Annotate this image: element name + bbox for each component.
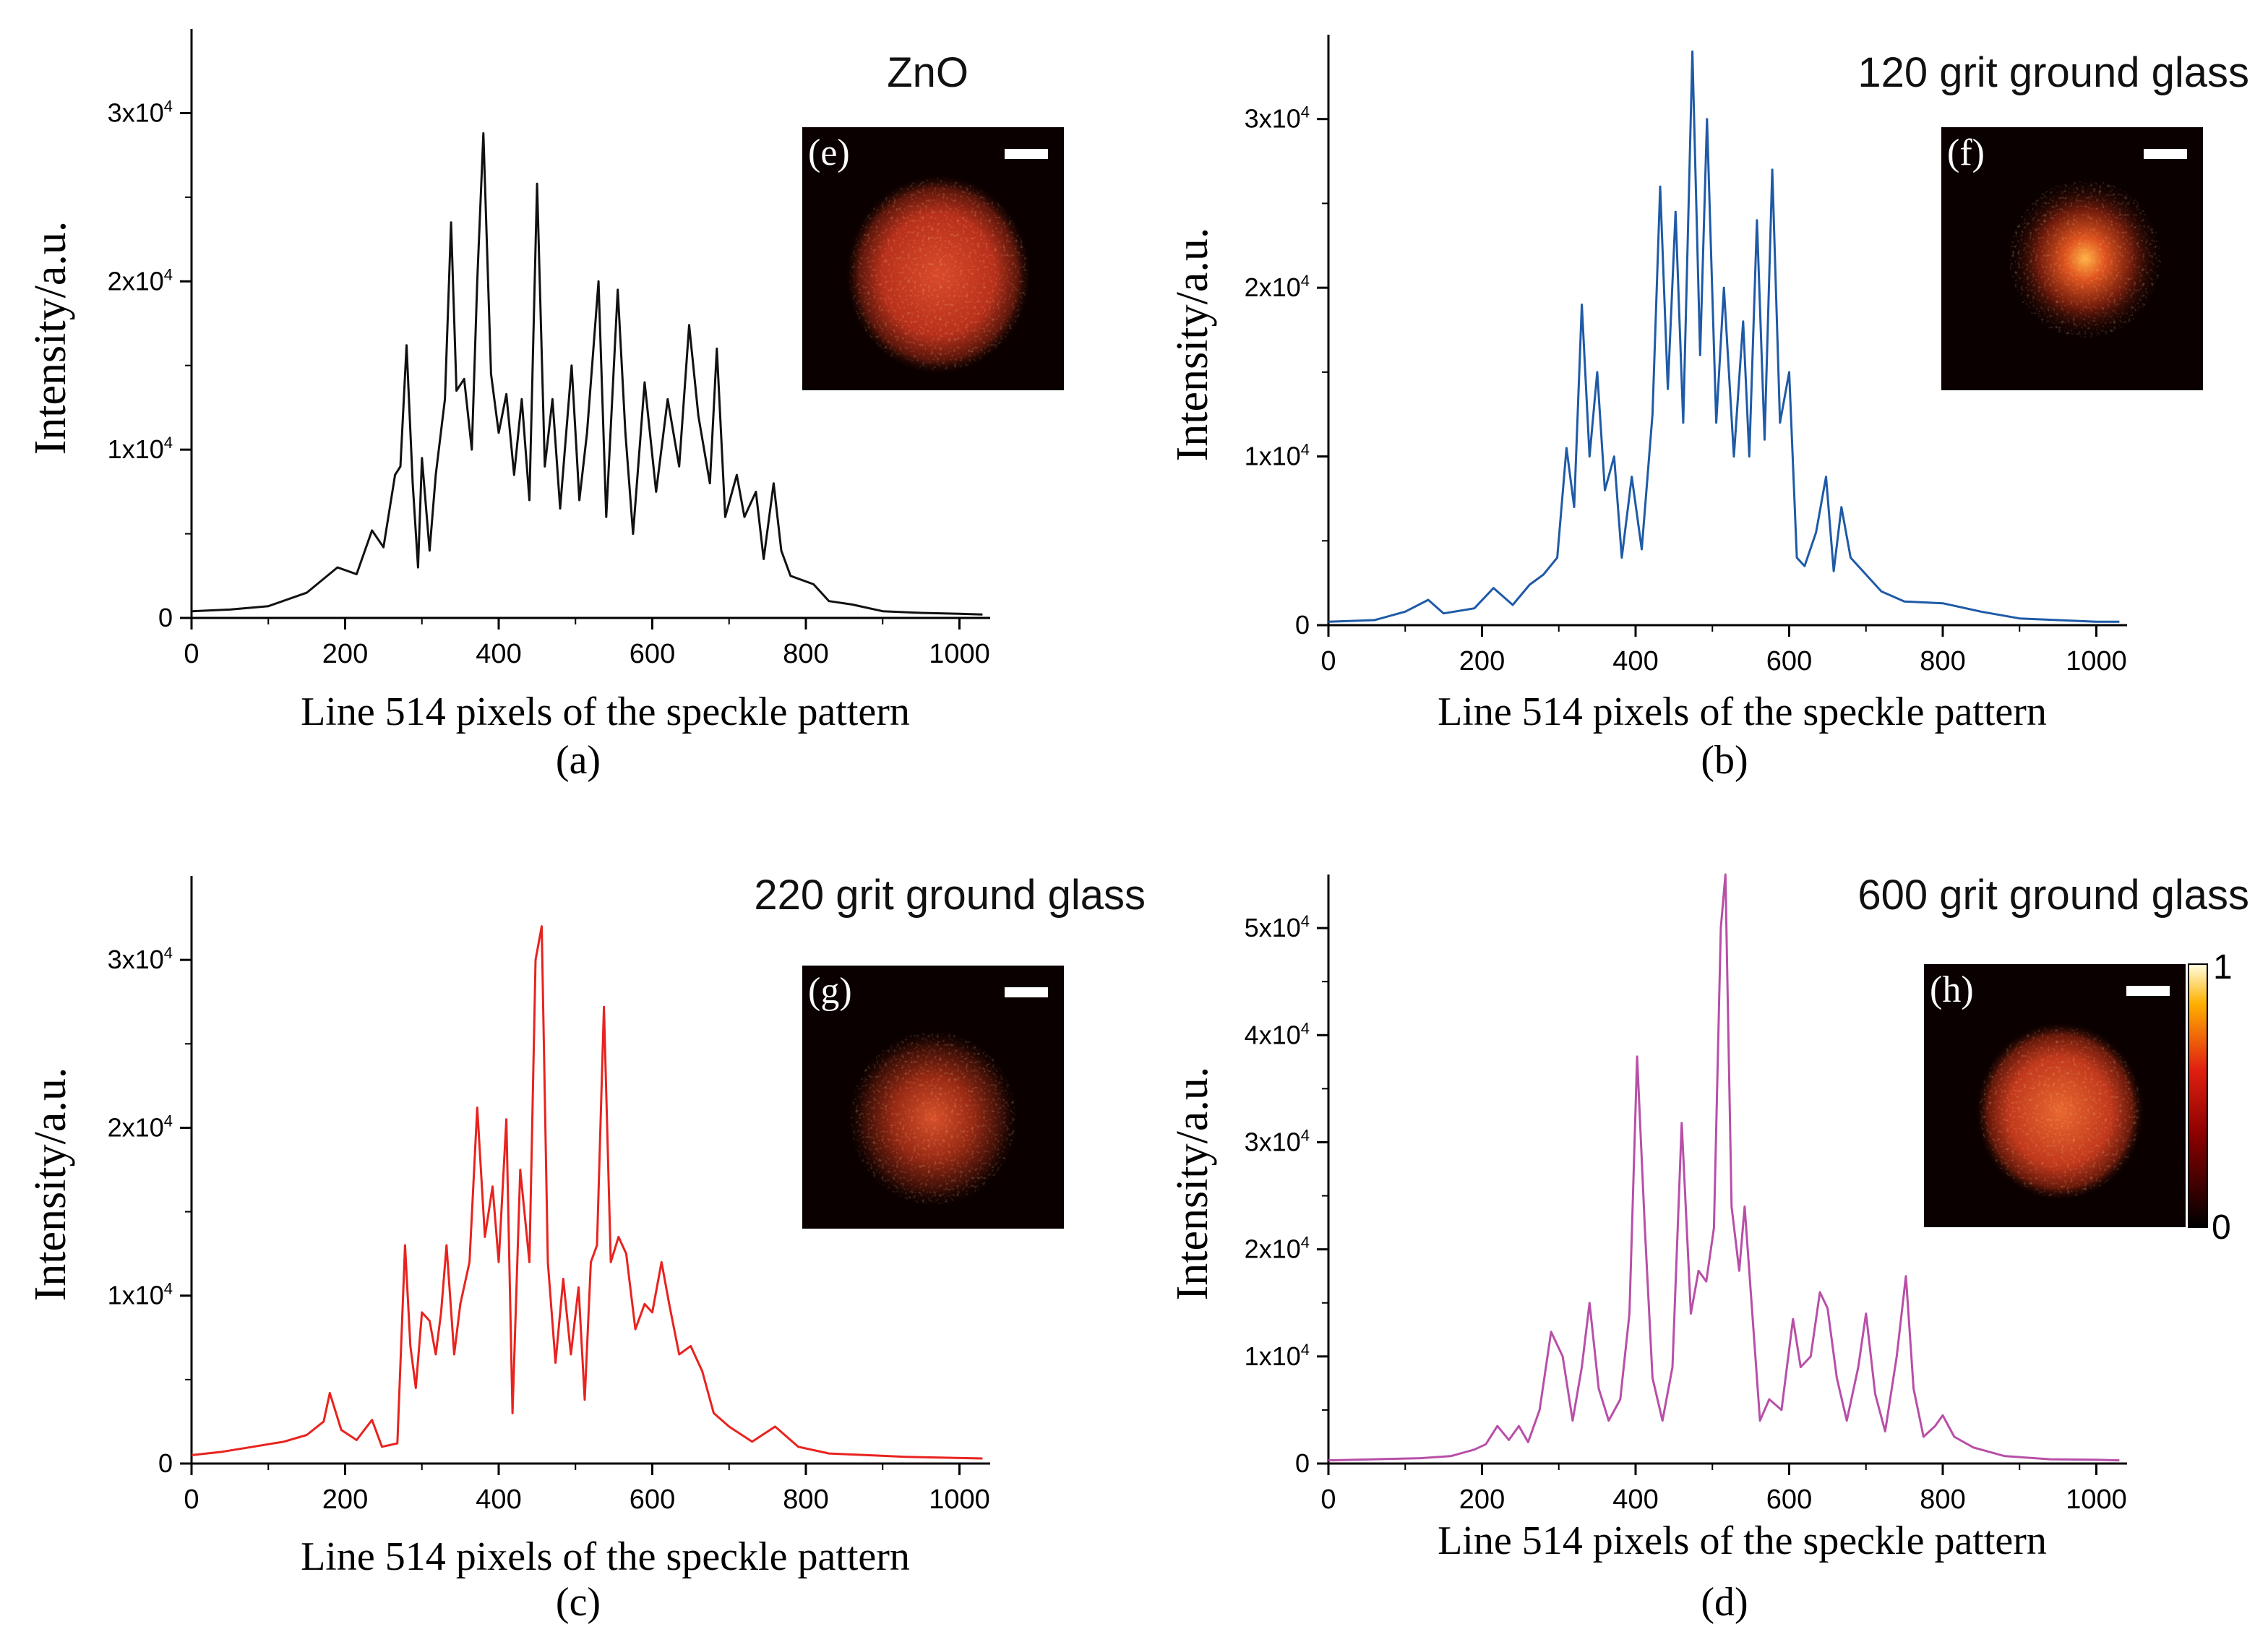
colorbar bbox=[2188, 963, 2208, 1228]
x-tick-label: 200 bbox=[1459, 1484, 1505, 1515]
scale-bar bbox=[1005, 149, 1048, 159]
panel-label: (a) bbox=[556, 738, 601, 783]
y-tick-label: 1x104 bbox=[108, 1280, 173, 1310]
y-tick-label: 3x104 bbox=[108, 97, 173, 127]
y-tick-label: 2x104 bbox=[1245, 1234, 1310, 1264]
x-tick-label: 400 bbox=[1612, 1484, 1658, 1515]
series-line-d bbox=[1328, 873, 2120, 1462]
series-line-c bbox=[191, 925, 983, 1460]
chart-panel-b: 0 200 400 600 800 1000 0 1x104 2x104 3x104 Line 51… bbox=[1168, 35, 2249, 783]
speckle-inset-d: (h) bbox=[1924, 964, 2186, 1227]
y-tick-label: 2x104 bbox=[108, 265, 173, 296]
y-tick-label: 0 bbox=[158, 1448, 173, 1478]
x-tick-label: 1000 bbox=[2066, 1484, 2127, 1515]
y-axis-label: Intensity/a.u. bbox=[26, 1067, 75, 1302]
y-tick-label: 0 bbox=[158, 603, 173, 632]
scale-bar bbox=[1005, 987, 1048, 997]
x-tick-label: 0 bbox=[1320, 646, 1336, 676]
x-tick-label: 1000 bbox=[929, 639, 990, 669]
speckle-grain bbox=[849, 178, 1028, 371]
chart-panel-d: 0 200 400 600 800 1000 0 1x104 2x104 3x104 4x104 5x… bbox=[1168, 872, 2249, 1625]
y-axis-label: Intensity/a.u. bbox=[1168, 228, 1217, 462]
x-tick-label: 600 bbox=[630, 1484, 675, 1515]
x-tick-label: 200 bbox=[322, 639, 368, 669]
chart-title: 220 grit ground glass bbox=[754, 872, 1146, 919]
x-axis-label: Line 514 pixels of the speckle pattern bbox=[301, 1534, 910, 1579]
y-tick-label: 0 bbox=[1295, 610, 1310, 640]
y-tick-label: 1x104 bbox=[108, 434, 173, 464]
y-axis-label: Intensity/a.u. bbox=[1168, 1067, 1217, 1301]
chart-panel-c: 0 200 400 600 800 1000 0 1x104 2x104 3x104 Line 51… bbox=[26, 872, 1146, 1625]
x-tick-label: 200 bbox=[1459, 646, 1505, 676]
speckle-grain bbox=[1979, 1026, 2142, 1198]
x-tick-label: 0 bbox=[184, 639, 199, 669]
x-tick-label: 400 bbox=[476, 1484, 521, 1515]
y-axis-label: Intensity/a.u. bbox=[26, 221, 75, 455]
y-tick-label: 1x104 bbox=[1245, 1341, 1310, 1371]
x-tick-label: 800 bbox=[783, 1484, 828, 1515]
scale-bar bbox=[2144, 149, 2187, 159]
x-tick-label: 200 bbox=[322, 1484, 368, 1515]
x-tick-label: 0 bbox=[1320, 1484, 1336, 1515]
x-tick-label: 800 bbox=[1920, 646, 1965, 676]
speckle-inset-a: (e) bbox=[802, 127, 1064, 390]
y-tick-label: 2x104 bbox=[108, 1112, 173, 1142]
panel-label: (d) bbox=[1701, 1580, 1748, 1625]
chart-title: 600 grit ground glass bbox=[1857, 872, 2249, 919]
y-tick-label: 2x104 bbox=[1245, 272, 1310, 302]
y-tick-label: 1x104 bbox=[1245, 441, 1310, 471]
scale-bar bbox=[2126, 986, 2170, 996]
chart-title: ZnO bbox=[887, 49, 968, 96]
x-tick-label: 800 bbox=[1920, 1484, 1965, 1515]
y-tick-label: 4x104 bbox=[1245, 1019, 1310, 1049]
inset-label: (f) bbox=[1947, 132, 1985, 173]
x-tick-label: 0 bbox=[184, 1484, 199, 1515]
speckle-inset-c: (g) bbox=[802, 966, 1064, 1229]
speckle-grain bbox=[851, 1032, 1015, 1204]
x-tick-label: 600 bbox=[1766, 1484, 1812, 1515]
x-tick-label: 1000 bbox=[929, 1484, 990, 1515]
x-tick-label: 600 bbox=[630, 639, 675, 669]
x-axis-label: Line 514 pixels of the speckle pattern bbox=[1438, 689, 2047, 734]
y-tick-label: 3x104 bbox=[108, 944, 173, 974]
chart-title: 120 grit ground glass bbox=[1857, 49, 2249, 96]
x-tick-label: 1000 bbox=[2066, 646, 2127, 676]
y-tick-label: 5x104 bbox=[1245, 912, 1310, 942]
colorbar-min-label: 0 bbox=[2212, 1208, 2231, 1247]
x-tick-label: 400 bbox=[1612, 646, 1658, 676]
series-line-b bbox=[1328, 50, 2120, 623]
x-axis-label: Line 514 pixels of the speckle pattern bbox=[1438, 1518, 2047, 1563]
x-tick-label: 400 bbox=[476, 639, 521, 669]
chart-panel-a: 0 200 400 600 800 1000 0 1x104 2x104 3x104 Line 51… bbox=[26, 29, 1064, 783]
y-tick-label: 0 bbox=[1295, 1448, 1310, 1478]
colorbar-max-label: 1 bbox=[2213, 948, 2233, 987]
inset-label: (h) bbox=[1930, 969, 1974, 1010]
inset-label: (g) bbox=[808, 971, 852, 1012]
x-tick-label: 800 bbox=[783, 639, 828, 669]
y-tick-label: 3x104 bbox=[1245, 1126, 1310, 1156]
speckle-inset-b: (f) bbox=[1941, 127, 2203, 390]
panel-label: (b) bbox=[1701, 738, 1748, 783]
speckle-grain bbox=[2009, 179, 2161, 338]
series-line-a bbox=[191, 132, 983, 616]
x-axis-label: Line 514 pixels of the speckle pattern bbox=[301, 689, 910, 734]
panel-label: (c) bbox=[556, 1580, 601, 1625]
x-tick-label: 600 bbox=[1766, 646, 1812, 676]
inset-label: (e) bbox=[808, 132, 850, 173]
y-tick-label: 3x104 bbox=[1245, 103, 1310, 134]
